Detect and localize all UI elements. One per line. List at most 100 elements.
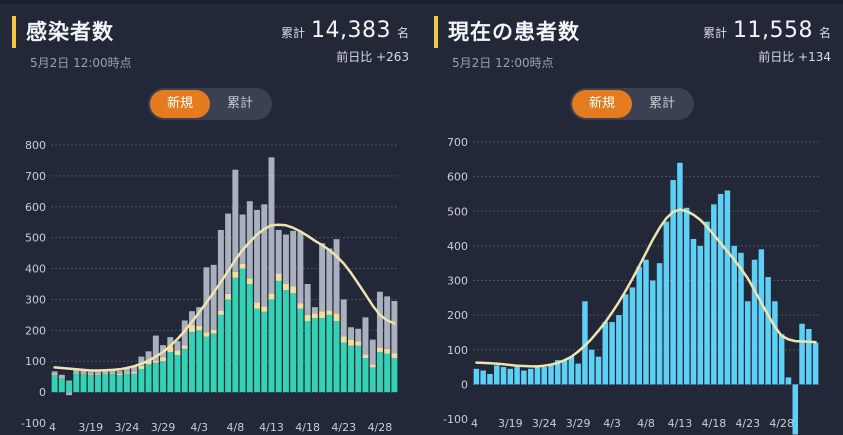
bar-new	[690, 238, 697, 385]
bar-new	[772, 301, 778, 385]
bar-yellow	[282, 284, 289, 291]
bar-gray	[275, 229, 282, 274]
bar-new	[595, 356, 602, 385]
toggle-cumulative-button[interactable]: 累計	[226, 96, 253, 111]
bar-gray	[66, 392, 73, 396]
x-tick-label: 4/23	[331, 421, 356, 434]
bar-gray	[333, 239, 340, 314]
bar-yellow	[355, 341, 362, 346]
bar-yellow	[181, 345, 188, 349]
bar-gray	[138, 356, 145, 366]
bar-gray	[87, 371, 94, 375]
bar-new	[717, 193, 724, 385]
bar-yellow	[254, 302, 260, 309]
bar-teal	[355, 345, 362, 393]
bar-new	[487, 373, 493, 385]
bar-new	[555, 360, 561, 385]
bar-teal	[210, 333, 217, 393]
bar-yellow	[210, 329, 217, 334]
bar-gray	[376, 291, 383, 348]
bar-teal	[268, 299, 275, 393]
bar-gray	[355, 328, 362, 342]
toggle-new-button[interactable]: 新規	[150, 90, 210, 118]
bar-gray	[369, 339, 376, 365]
bar-new	[561, 360, 568, 385]
bar-new	[778, 334, 785, 385]
bar-teal	[297, 308, 304, 393]
bar-gray	[58, 374, 65, 378]
y-tick-label: 600	[25, 201, 46, 214]
bar-new	[609, 322, 615, 385]
total-label: 累計	[702, 26, 727, 40]
bar-new	[494, 365, 500, 385]
bar-new	[758, 249, 765, 385]
bar-new	[663, 221, 670, 385]
y-tick-label: 600	[447, 171, 468, 184]
bar-teal	[340, 342, 347, 393]
bar-gray	[73, 368, 80, 373]
total-stat: 累計 11,558 名	[703, 18, 831, 43]
bar-teal	[138, 368, 145, 393]
bar-gray	[232, 169, 239, 272]
view-toggle: 新規 累計	[148, 88, 272, 120]
bar-teal	[333, 321, 340, 393]
bar-teal	[160, 361, 167, 393]
bar-teal	[384, 353, 391, 393]
bar-yellow	[304, 314, 311, 322]
bar-gray	[174, 341, 181, 351]
toggle-new-button[interactable]: 新規	[572, 90, 632, 118]
toggle-cumulative-button[interactable]: 累計	[648, 96, 675, 111]
x-tick-label: 4/18	[295, 421, 320, 434]
bar-teal	[189, 331, 195, 393]
bar-gray	[319, 243, 326, 312]
bar-gray	[51, 371, 58, 375]
title-accent-bar	[12, 16, 16, 48]
y-tick-label: 700	[25, 170, 46, 183]
bar-yellow	[58, 377, 65, 379]
bar-new	[534, 365, 541, 385]
bar-new	[575, 363, 581, 385]
bar-gray	[217, 229, 224, 311]
total-unit: 名	[818, 26, 831, 40]
bar-new	[656, 263, 663, 385]
x-tick-label: 4/8	[226, 421, 244, 434]
y-tick-label: 200	[25, 324, 46, 337]
bar-teal	[369, 367, 376, 393]
bar-teal	[376, 351, 383, 393]
infections-chart: 800 700 600 500 400 300 200 100 0 -100 4 3/19 3/24 3/…	[21, 139, 398, 434]
bar-teal	[167, 351, 174, 393]
bar-new	[724, 190, 731, 385]
bar-teal	[95, 375, 101, 393]
total-unit: 名	[396, 26, 409, 40]
bar-teal	[261, 311, 268, 393]
bar-teal	[131, 373, 138, 393]
bar-teal	[290, 293, 297, 393]
x-tick-label: 4/3	[603, 417, 621, 430]
bar-teal	[80, 374, 87, 393]
moving-average-line	[53, 223, 396, 372]
bar-new	[792, 384, 798, 435]
bar-yellow	[73, 372, 80, 374]
x-tick-label: 4/3	[190, 421, 208, 434]
bar-yellow	[66, 380, 73, 382]
y-tick-label: 0	[461, 378, 468, 391]
x-tick-label: 3/24	[532, 417, 557, 430]
panel-title: 感染者数	[26, 20, 114, 44]
bar-gray	[384, 296, 391, 349]
bar-gray	[116, 370, 123, 374]
y-tick-label: 300	[447, 275, 468, 288]
bar-teal	[391, 358, 398, 393]
bar-gray	[348, 327, 354, 340]
bar-teal	[123, 373, 130, 393]
bar-new	[643, 259, 649, 385]
bar-teal	[232, 277, 239, 393]
bar-gray	[391, 300, 398, 354]
bar-yellow	[123, 372, 130, 374]
bar-yellow	[348, 339, 354, 346]
bar-yellow	[319, 311, 326, 318]
bar-teal	[174, 355, 181, 393]
bar-yellow	[326, 310, 333, 315]
bar-yellow	[239, 263, 246, 269]
bar-yellow	[268, 293, 275, 300]
y-tick-label: 700	[447, 136, 468, 149]
